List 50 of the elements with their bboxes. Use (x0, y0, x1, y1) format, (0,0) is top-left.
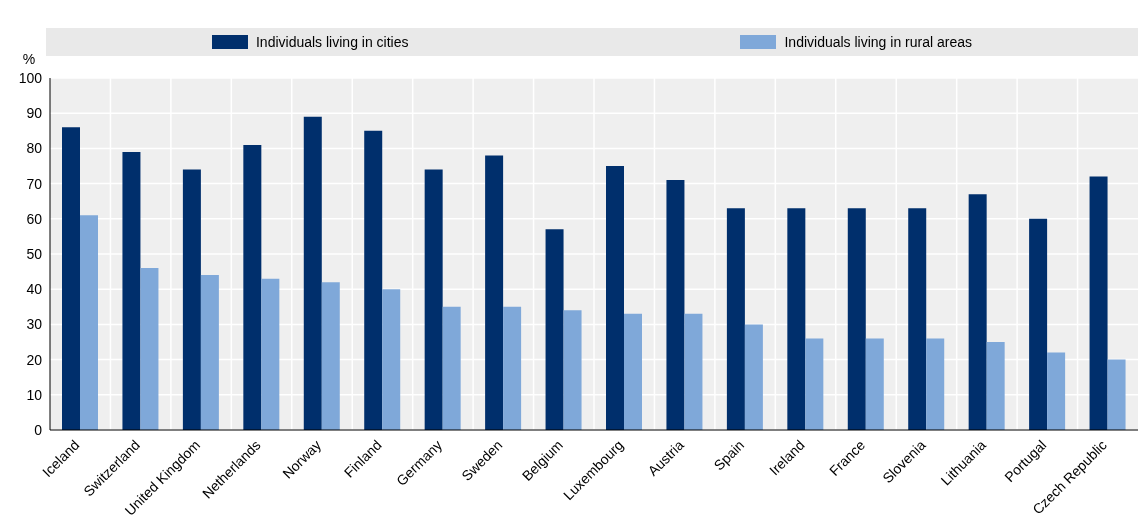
bar (744, 324, 763, 430)
legend-label: Individuals living in rural areas (784, 34, 972, 50)
bar (908, 208, 927, 430)
legend-label: Individuals living in cities (255, 34, 409, 50)
y-tick-label: 20 (26, 351, 43, 368)
bar (563, 310, 582, 430)
bar (485, 155, 504, 430)
y-tick-label: 40 (26, 281, 43, 298)
y-tick-label: 10 (26, 386, 43, 403)
y-tick-label: 90 (26, 105, 43, 122)
bar (442, 306, 461, 430)
y-tick-label: 80 (26, 140, 43, 157)
bar (787, 208, 806, 430)
y-tick-label: 60 (26, 210, 43, 227)
bar (666, 180, 685, 430)
y-tick-label: 30 (26, 316, 43, 333)
bar (321, 282, 340, 430)
bar (1089, 176, 1108, 430)
bar (424, 169, 443, 430)
bar (261, 278, 280, 430)
bar (364, 130, 383, 430)
bar (968, 194, 987, 430)
bar (1107, 359, 1126, 430)
y-tick-label: 0 (34, 421, 43, 438)
bar (865, 338, 884, 430)
y-tick-label: 50 (26, 245, 43, 262)
bar (200, 275, 219, 430)
bar (62, 127, 80, 430)
bar (140, 268, 159, 430)
bar (606, 166, 624, 430)
bar (805, 338, 824, 430)
bar (303, 116, 322, 430)
bar (847, 208, 866, 430)
bar (1029, 218, 1048, 430)
bar (624, 313, 642, 430)
y-tick-label: 70 (26, 175, 43, 192)
bar (986, 342, 1005, 430)
bar (122, 151, 141, 430)
bar (80, 215, 98, 430)
bar (382, 289, 401, 430)
bar (684, 313, 703, 430)
bar (503, 306, 522, 430)
bar (726, 208, 745, 430)
bar (243, 144, 262, 430)
y-tick-label: 100 (18, 69, 43, 86)
bar (182, 169, 201, 430)
bar (1047, 352, 1066, 430)
bar (545, 229, 564, 430)
y-axis-title: % (22, 51, 36, 67)
bar (926, 338, 945, 430)
